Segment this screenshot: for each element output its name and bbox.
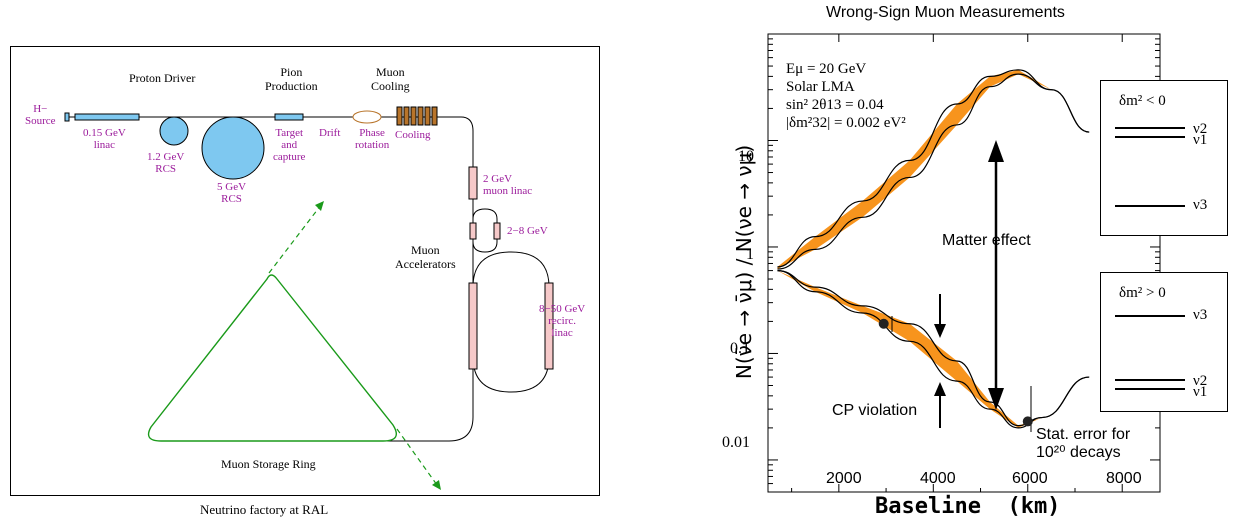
- hierarchy-box-inverted: δm² < 0 ν2 ν1 ν3: [1100, 80, 1228, 236]
- level-label: ν2: [1193, 373, 1208, 389]
- annotation-cp: CP violation: [832, 402, 918, 419]
- label-muon-accelerators: Muon Accelerators: [395, 243, 456, 271]
- ytick-1: 1: [746, 246, 754, 263]
- arrow-down-head: [432, 480, 441, 490]
- xtick-6000: 6000: [1012, 470, 1048, 487]
- params-block: Eμ = 20 GeV Solar LMA sin² 2θ13 = 0.04 |…: [786, 60, 906, 132]
- cooling-cells: [396, 106, 438, 126]
- cp-arrow-down-head: [934, 324, 946, 338]
- label-muon-linac: 2 GeV muon linac: [483, 173, 533, 197]
- small-linac-left: [469, 222, 477, 240]
- y-axis-label: N(ν̄e → ν̄μ) / N(νe → νμ): [732, 144, 756, 380]
- muon-linac: [468, 166, 478, 200]
- xtick-2000: 2000: [826, 470, 862, 487]
- neutrino-factory-diagram: Proton Driver Pion Production Muon Cooli…: [10, 46, 600, 496]
- level-line: [1115, 388, 1185, 390]
- phase-rotation: [352, 110, 382, 124]
- data-point: [878, 318, 889, 329]
- label-recirc-linac: 8−50 GeV recirc. linac: [539, 303, 586, 339]
- h-source: [64, 112, 70, 122]
- label-muon-cooling: Muon Cooling: [371, 65, 410, 93]
- small-racetrack: [472, 208, 498, 253]
- xtick-4000: 4000: [920, 470, 956, 487]
- label-ghz: 2−8 GeV: [507, 225, 548, 237]
- cp-arrow-up-head: [934, 382, 946, 396]
- label-phase-rotation: Phase rotation: [355, 127, 390, 151]
- lower-band: [777, 270, 1090, 428]
- param-energy: Eμ = 20 GeV: [786, 61, 867, 77]
- level-label: ν1: [1193, 132, 1208, 148]
- hierarchy-box-normal: δm² > 0 ν3 ν2 ν1: [1100, 272, 1228, 412]
- ytick-0.01: 0.01: [722, 434, 750, 451]
- annotation-matter: Matter effect: [942, 232, 1031, 249]
- level-label: ν1: [1193, 384, 1208, 400]
- neutrino-beam-up: [268, 204, 322, 274]
- level-label: ν2: [1193, 121, 1208, 137]
- ytick-0.1: 0.1: [730, 340, 750, 357]
- lower-band-edge-1: [777, 269, 1090, 427]
- param-theta: sin² 2θ13 = 0.04: [786, 97, 884, 113]
- hierarchy-title-inverted: δm² < 0: [1119, 93, 1166, 109]
- param-solar: Solar LMA: [786, 79, 855, 95]
- factory-layout: [64, 106, 554, 490]
- level-line: [1115, 136, 1185, 138]
- level-line: [1115, 315, 1185, 317]
- annotation-stat: Stat. error for 10²⁰ decays: [1036, 426, 1131, 461]
- label-drift: Drift: [319, 127, 341, 139]
- label-h-source: H− Source: [25, 103, 56, 127]
- param-dm2: |δm²32| = 0.002 eV²: [786, 115, 906, 131]
- chart-title: Wrong-Sign Muon Measurements: [826, 4, 1065, 21]
- recirc-linac-left: [468, 282, 478, 370]
- proton-linac: [74, 113, 140, 121]
- xtick-8000: 8000: [1106, 470, 1142, 487]
- rcs-large: [201, 116, 265, 180]
- label-cooling: Cooling: [395, 129, 431, 141]
- rcs-small: [159, 116, 189, 146]
- label-proton-driver: Proton Driver: [129, 71, 196, 85]
- level-line: [1115, 127, 1185, 129]
- label-linac: 0.15 GeV linac: [83, 127, 126, 151]
- neutrino-beam-down: [396, 428, 438, 486]
- level-line: [1115, 205, 1185, 207]
- label-rcs-large: 5 GeV RCS: [217, 181, 247, 205]
- label-rcs-small: 1.2 GeV RCS: [147, 151, 185, 175]
- small-linac-right: [493, 222, 501, 240]
- matter-arrow-bottom: [988, 388, 1004, 410]
- recirc-linac-right: [544, 282, 554, 370]
- label-storage-ring: Muon Storage Ring: [221, 457, 316, 471]
- x-axis-label: Baseline (km): [875, 494, 1061, 519]
- matter-arrow-top: [988, 140, 1004, 162]
- storage-ring: [147, 274, 397, 442]
- label-target: Target and capture: [273, 127, 306, 163]
- lower-band-edge-0: [777, 269, 1090, 429]
- beamline-curve: [386, 116, 474, 442]
- label-pion-production: Pion Production: [265, 65, 318, 93]
- data-point: [1022, 416, 1033, 427]
- level-label: ν3: [1193, 197, 1208, 213]
- diagram-caption: Neutrino factory at RAL: [200, 502, 329, 517]
- level-label: ν3: [1193, 307, 1208, 323]
- arrow-up-head: [315, 201, 324, 211]
- level-line: [1115, 379, 1185, 381]
- target: [274, 113, 304, 121]
- hierarchy-title-normal: δm² > 0: [1119, 285, 1166, 301]
- ytick-10: 10: [738, 148, 754, 165]
- large-racetrack: [472, 251, 550, 393]
